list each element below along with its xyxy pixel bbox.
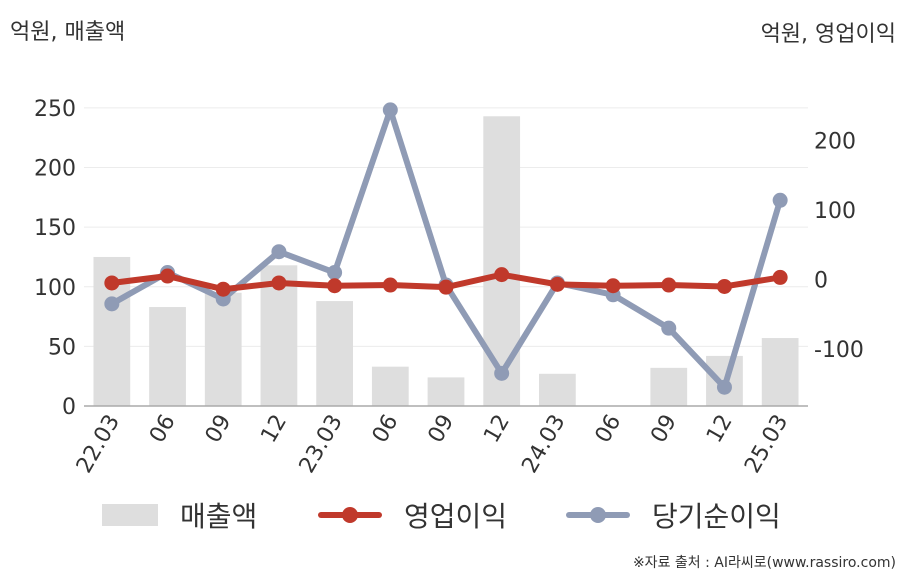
left-axis-tick-label: 250 <box>34 97 76 122</box>
right-axis-tick-label: 100 <box>814 199 856 224</box>
left-axis-unit: 억원, 매출액 <box>10 20 126 45</box>
revenue-bar <box>483 116 521 407</box>
x-axis-tick-label: 06 <box>145 411 181 448</box>
revenue-bar <box>650 367 688 406</box>
legend-swatch-operating-profit <box>318 504 382 526</box>
x-axis-tick-label: 06 <box>591 411 627 448</box>
revenue-bar <box>539 373 576 406</box>
operating-profit-point <box>494 267 510 283</box>
operating-profit-point <box>271 275 287 291</box>
operating-profit-point <box>605 278 621 294</box>
x-axis-tick-label: 12 <box>702 411 738 448</box>
legend-swatch-net-income <box>566 504 630 526</box>
legend-label-operating-profit: 영업이익 <box>404 500 508 533</box>
x-axis-tick-label: 24.03 <box>517 411 570 478</box>
net-income-point <box>327 265 343 281</box>
operating-profit-point <box>327 278 343 294</box>
operating-profit-point <box>772 269 788 285</box>
legend-label-revenue: 매출액 <box>180 500 258 533</box>
legend-swatch-revenue <box>102 504 158 526</box>
operating-profit-point <box>661 277 677 293</box>
x-axis-tick-label: 09 <box>646 411 682 448</box>
x-axis-tick-label: 22.03 <box>72 411 125 478</box>
right-axis-tick-label: -100 <box>814 338 864 363</box>
operating-profit-point <box>215 281 231 297</box>
operating-profit-point <box>716 278 732 294</box>
legend-item-revenue: 매출액 <box>102 490 257 540</box>
x-axis-tick-label: 25.03 <box>740 411 793 478</box>
right-axis-tick-label: 0 <box>814 268 828 293</box>
left-axis-tick-label: 50 <box>48 335 76 360</box>
net-income-point <box>772 192 788 208</box>
operating-profit-point <box>104 275 120 291</box>
revenue-bar <box>149 307 186 406</box>
revenue-bar <box>316 301 353 406</box>
x-axis-tick-label: 09 <box>201 411 237 448</box>
net-income-point <box>271 244 287 260</box>
net-income-point <box>494 365 510 381</box>
operating-profit-point <box>160 268 176 284</box>
revenue-bar <box>761 338 799 406</box>
x-axis-tick-label: 12 <box>256 411 292 448</box>
x-axis-tick-label: 09 <box>424 411 460 448</box>
operating-profit-point <box>382 277 398 293</box>
left-axis-tick-label: 150 <box>34 216 76 241</box>
revenue-bar <box>371 366 409 406</box>
right-axis-tick-label: 200 <box>814 129 856 154</box>
legend-item-operating-profit: 영업이익 <box>318 490 507 540</box>
x-axis-tick-label: 06 <box>368 411 404 448</box>
net-income-point <box>382 102 398 118</box>
chart-legend: 매출액 영업이익 당기순이익 <box>0 490 908 540</box>
left-axis-tick-label: 200 <box>34 157 76 182</box>
left-axis-tick-label: 100 <box>34 276 76 301</box>
net-income-point <box>716 379 732 395</box>
operating-profit-point <box>549 276 565 292</box>
right-axis-unit: 억원, 영업이익 <box>760 22 896 47</box>
legend-item-net-income: 당기순이익 <box>566 490 781 540</box>
net-income-point <box>104 296 120 312</box>
x-axis-tick-label: 23.03 <box>295 411 348 478</box>
revenue-bar <box>427 377 465 406</box>
x-axis-tick-label: 12 <box>479 411 515 448</box>
revenue-bar <box>204 292 242 406</box>
legend-label-net-income: 당기순이익 <box>652 500 781 533</box>
source-credit: ※자료 출처 : AI라씨로(www.rassiro.com) <box>632 555 896 571</box>
left-axis-tick-label: 0 <box>62 395 76 420</box>
operating-profit-point <box>438 279 454 295</box>
net-income-point <box>661 320 677 336</box>
